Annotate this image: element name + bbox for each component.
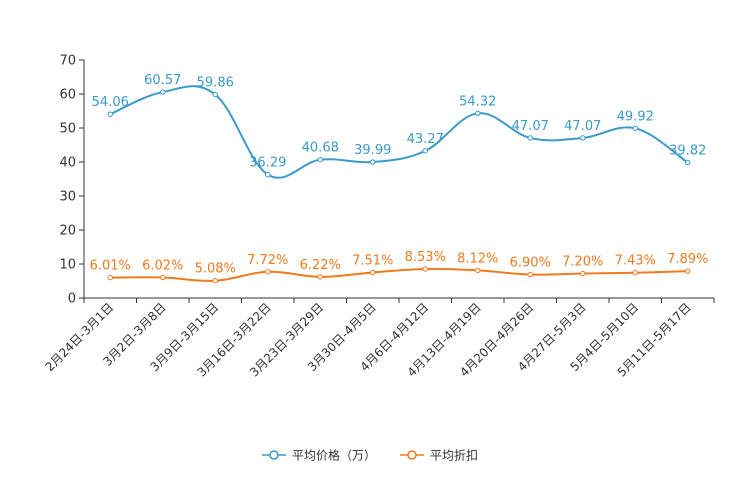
legend-marker	[407, 450, 417, 460]
data-point	[632, 125, 638, 131]
legend-label: 平均折扣	[430, 448, 478, 463]
data-label: 47.07	[564, 119, 601, 134]
data-point	[422, 266, 428, 272]
y-tick-label: 60	[59, 88, 76, 103]
y-tick-label: 70	[59, 54, 76, 69]
legend-marker	[269, 450, 279, 460]
data-label: 39.82	[669, 144, 706, 159]
axes: 0102030405060702月24日-3月1日3月2日-3月8日3月9日-3…	[42, 54, 715, 380]
data-point	[160, 89, 166, 95]
data-point	[107, 274, 113, 281]
data-point	[475, 110, 481, 117]
data-label: 43.27	[407, 132, 444, 147]
data-label: 6.01%	[90, 259, 131, 274]
data-label: 49.92	[617, 109, 654, 124]
y-tick-label: 50	[59, 122, 76, 137]
data-point	[580, 135, 586, 141]
legend-label: 平均价格（万）	[292, 448, 376, 463]
data-point	[527, 271, 533, 278]
data-label: 8.12%	[457, 251, 498, 266]
data-label: 60.57	[144, 73, 181, 88]
data-label: 5.08%	[195, 262, 236, 277]
data-point	[265, 171, 271, 178]
data-point	[527, 135, 533, 141]
y-tick-label: 0	[68, 292, 76, 307]
data-label: 54.06	[92, 95, 129, 110]
data-label: 6.22%	[300, 258, 341, 273]
data-point	[212, 278, 218, 284]
data-point	[580, 270, 586, 277]
series-lines	[107, 85, 691, 284]
data-label: 7.89%	[667, 252, 708, 267]
data-label: 47.07	[512, 119, 549, 134]
data-point	[107, 111, 113, 117]
data-labels: 54.06 60.57 59.86 36.29 40.68 39.99 43.27 54.32…	[90, 73, 709, 277]
data-label: 59.86	[197, 75, 234, 90]
data-point	[317, 274, 323, 280]
data-label: 54.32	[459, 94, 496, 109]
y-tick-label: 40	[59, 156, 76, 171]
data-label: 36.29	[249, 156, 286, 171]
data-label: 6.90%	[510, 256, 551, 271]
data-label: 7.20%	[562, 255, 603, 270]
data-label: 6.02%	[142, 259, 183, 274]
data-point	[685, 268, 691, 274]
legend: 平均价格（万） 平均折扣	[262, 448, 478, 463]
data-label: 39.99	[354, 143, 391, 158]
data-label: 40.68	[302, 141, 339, 156]
y-tick-label: 30	[59, 190, 76, 205]
data-point	[370, 159, 376, 165]
y-tick-label: 20	[59, 224, 76, 239]
data-label: 7.72%	[247, 253, 288, 268]
data-label: 7.43%	[615, 254, 656, 269]
series-line-1	[110, 267, 688, 282]
data-point	[685, 159, 691, 166]
data-label: 8.53%	[405, 250, 446, 265]
data-point	[475, 267, 481, 274]
data-point	[212, 91, 218, 98]
y-tick-label: 10	[59, 258, 76, 273]
data-label: 7.51%	[352, 253, 393, 268]
data-point	[265, 269, 271, 275]
data-point	[422, 148, 428, 154]
data-point	[370, 269, 376, 276]
data-point	[632, 270, 638, 276]
data-point	[160, 274, 166, 281]
data-point	[317, 156, 323, 163]
